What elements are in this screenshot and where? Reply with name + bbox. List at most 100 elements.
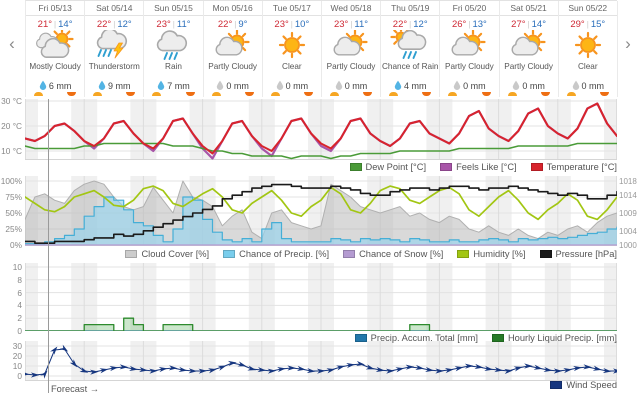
temp-separator: | (290, 20, 293, 29)
legend-item: Humidity [%] (457, 249, 526, 259)
sun-times-row (263, 90, 321, 96)
wind-direction-arrow-icon (158, 367, 168, 373)
wind-direction-arrow-icon (602, 368, 612, 374)
sunset-icon (481, 91, 491, 96)
next-days-button[interactable]: › (625, 34, 631, 53)
day-card[interactable]: Sat 05/14 22° | 12° Thunderstorm 9 mm (85, 1, 145, 97)
legend-swatch (343, 250, 356, 258)
day-high-temp: 29° (570, 19, 585, 30)
wind-direction-arrow-icon (375, 366, 385, 372)
sunset-icon (363, 91, 373, 96)
legend-item: Chance of Precip. [%] (223, 249, 329, 259)
wind-direction-arrow-icon (484, 365, 494, 371)
sun-times-row (381, 90, 439, 96)
sun-times-row (204, 90, 262, 96)
legend-swatch (349, 163, 362, 171)
precip-amount: 0 mm (581, 81, 605, 91)
y-axis-tick-label: 25% (5, 224, 22, 234)
day-high-temp: 22° (96, 19, 112, 30)
day-high-temp: 26° (451, 19, 467, 30)
day-date: Sat 05/14 (85, 1, 144, 16)
day-card[interactable]: Sat 05/21 27° | 14° Partly Cloudy 0 mm (499, 1, 559, 97)
droplet-icon (512, 80, 520, 92)
day-date: Fri 05/20 (440, 1, 499, 16)
sunrise-icon (152, 91, 162, 96)
wind-direction-arrow-icon (405, 364, 415, 370)
day-high-temp: 23° (156, 19, 171, 30)
day-card[interactable]: Wed 05/18 23° | 11° Partly Cloudy 0 mm (321, 1, 382, 97)
y-axis-tick-label: 0% (10, 240, 22, 250)
day-condition: Rain (165, 62, 182, 71)
wind-direction-arrow-icon (613, 368, 617, 374)
sun-times-row (500, 90, 558, 96)
day-card[interactable]: Sun 05/15 23° | 11° Rain 7 mm (144, 1, 204, 97)
pressure-axis-tick-label: 1000 (619, 241, 637, 250)
day-card[interactable]: Sun 05/22 29° | 15° Clear 0 mm (558, 1, 618, 97)
day-condition: Thunderstorm (88, 62, 140, 71)
precipitation-chart[interactable] (25, 263, 617, 331)
legend-label: Chance of Precip. [%] (239, 249, 330, 259)
sun-times-row (559, 90, 617, 96)
day-precip: 0 mm (512, 80, 545, 92)
sunrise-icon (507, 91, 517, 96)
sunset-icon (540, 91, 550, 96)
day-temps: 22° | 12° (97, 19, 132, 30)
y-axis-tick-label: 100% (0, 176, 22, 186)
day-date: Sun 05/22 (558, 1, 617, 16)
day-temps: 23° | 11° (156, 19, 190, 30)
y-axis-tick-label: 6 (17, 287, 22, 298)
precip-amount: 0 mm (226, 81, 249, 91)
wind-direction-arrow-icon (227, 360, 237, 366)
wind-direction-arrow-icon (592, 365, 602, 371)
day-low-temp: 10° (294, 19, 310, 30)
legend-item: Hourly Liquid Precip. [mm] (491, 333, 617, 343)
wind-direction-arrow-icon (346, 363, 356, 369)
day-card[interactable]: Thu 05/19 22° | 12° Chance of Rain 4 mm (381, 1, 441, 97)
sun-times-row (322, 90, 380, 96)
wind-direction-arrow-icon (25, 371, 30, 377)
temp-separator: | (172, 20, 175, 29)
chance-of-rain-icon (390, 26, 430, 62)
day-precip: 7 mm (157, 80, 190, 92)
chart-legend: Precip. Accum. Total [mm] Hourly Liquid P… (354, 333, 617, 343)
wind-chart[interactable] (25, 341, 617, 381)
wind-direction-arrow-icon (40, 370, 48, 379)
cloud-precip-humidity-pressure-chart[interactable] (25, 176, 617, 246)
series-temperature-c (25, 102, 617, 155)
wind-direction-arrow-icon (237, 361, 247, 367)
legend-swatch (457, 250, 470, 258)
day-card[interactable]: Fri 05/20 26° | 13° Partly Cloudy 0 mm (440, 1, 500, 97)
day-card[interactable]: Tue 05/17 23° | 10° Clear 0 mm (262, 1, 322, 97)
day-card[interactable]: Fri 05/13 21° | 14° Mostly Cloudy 6 mm (26, 1, 86, 97)
y-axis-tick-label: 10 (12, 262, 22, 272)
day-card[interactable]: Mon 05/16 22° | 9° Partly Cloudy 0 mm (203, 1, 263, 97)
y-axis-tick-label: 20 °C (1, 121, 22, 131)
legend-item: Wind Speed (550, 380, 617, 390)
precip-amount: 6 mm (48, 81, 72, 91)
wind-direction-arrow-icon (109, 366, 119, 372)
day-precip: 0 mm (453, 80, 486, 92)
legend-label: Temperature [°C] (546, 162, 617, 172)
wind-direction-arrow-icon (415, 364, 425, 370)
temperature-chart[interactable] (25, 99, 617, 160)
legend-label: Precip. Accum. Total [mm] (370, 333, 478, 343)
sunset-icon (185, 91, 195, 96)
y-axis-tick-label: 30 °C (1, 96, 22, 106)
temp-separator: | (350, 20, 353, 29)
sunset-icon (67, 91, 77, 96)
previous-days-button[interactable]: ‹ (9, 34, 15, 53)
y-axis-tick-label: 10 (12, 361, 22, 371)
wind-direction-arrow-icon (178, 366, 188, 372)
wind-direction-arrow-icon (69, 359, 78, 368)
day-precip: 6 mm (39, 80, 72, 92)
wind-direction-arrow-icon (435, 368, 444, 374)
series-humidity (25, 185, 617, 221)
sunset-icon (303, 91, 313, 96)
day-high-temp: 23° (274, 19, 289, 30)
legend-item: Chance of Snow [%] (343, 249, 443, 259)
sunrise-icon (34, 91, 43, 96)
day-date: Thu 05/19 (381, 1, 440, 16)
temp-separator: | (234, 20, 237, 29)
day-high-temp: 22° (392, 19, 408, 30)
clear-icon (568, 30, 608, 62)
